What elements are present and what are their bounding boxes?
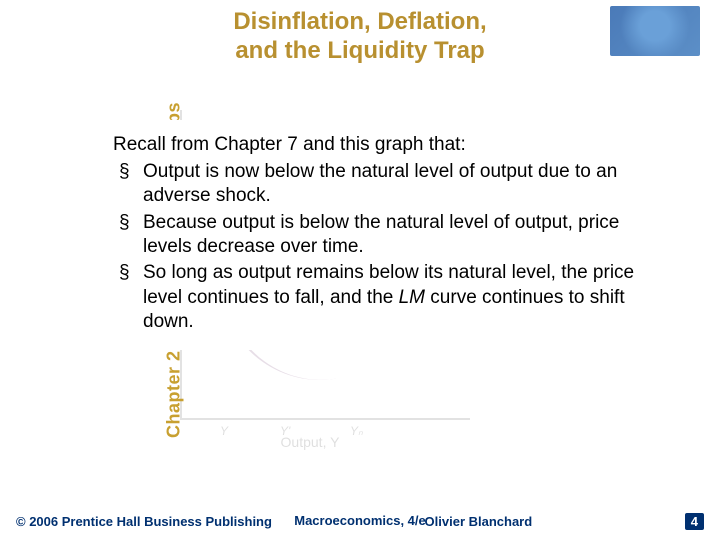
graph-x-label: Output, Y [140,434,480,450]
body-text-box: Recall from Chapter 7 and this graph tha… [95,120,680,350]
graph-tick-yn: Yₙ [350,424,363,438]
slide-footer: © 2006 Prentice Hall Business Publishing… [16,513,704,530]
graph-tick-y: Y [220,424,228,438]
footer-book-title: Macroeconomics, 4/e [294,513,426,528]
title-line-1: Disinflation, Deflation, [233,8,486,35]
page-number: 4 [685,513,704,530]
footer-copyright: © 2006 Prentice Hall Business Publishing [16,514,272,529]
graph-x-axis [180,418,470,420]
bullet-list: Output is now below the natural level of… [113,160,662,334]
intro-text: Recall from Chapter 7 and this graph tha… [113,134,662,156]
footer-author: Olivier Blanchard [425,514,533,529]
slide-title: Disinflation, Deflation, and the Liquidi… [120,8,600,66]
graph-tick-yprime: Y' [280,424,290,438]
bullet-1: Output is now below the natural level of… [143,160,662,209]
bullet-2: Because output is below the natural leve… [143,211,662,260]
lm-italic: LM [399,287,425,308]
title-line-2: and the Liquidity Trap [235,37,484,64]
publisher-logo [610,6,700,56]
bullet-3: So long as output remains below its natu… [143,261,662,334]
